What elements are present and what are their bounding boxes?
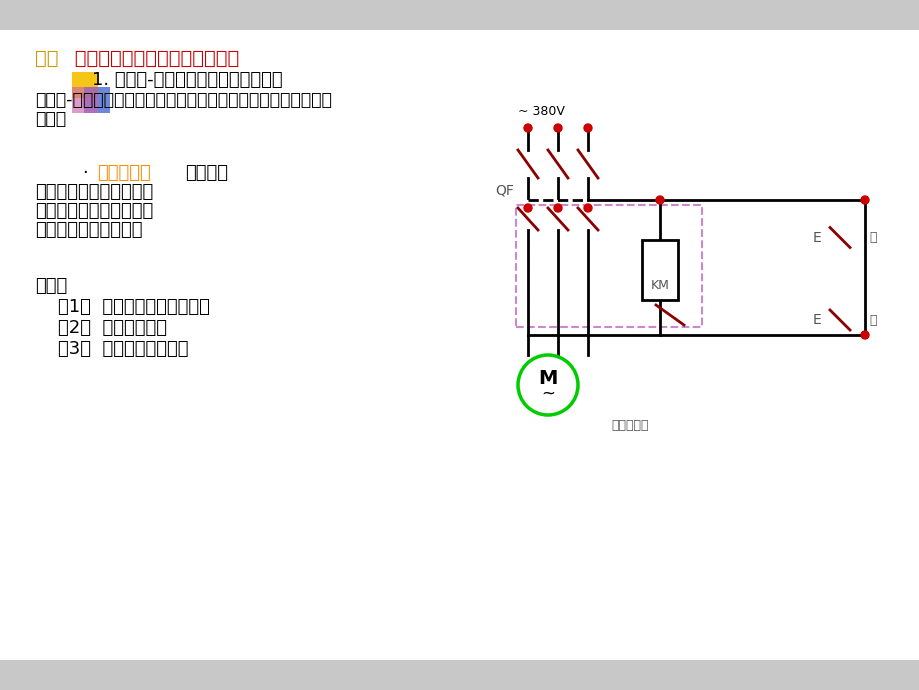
Text: 特点：: 特点：: [35, 277, 67, 295]
Text: 方法。: 方法。: [35, 110, 66, 128]
Text: 1. 继电器-接触器控制电路的表示方法: 1. 继电器-接触器控制电路的表示方法: [92, 71, 282, 89]
Text: ~: ~: [540, 385, 554, 403]
Text: 继电器-接触器控制电路一般有安装接线图和工作原理图两种表示: 继电器-接触器控制电路一般有安装接线图和工作原理图两种表示: [35, 91, 332, 109]
Circle shape: [860, 196, 868, 204]
Text: ·: ·: [82, 164, 87, 182]
Text: 开: 开: [868, 231, 876, 244]
Text: E: E: [812, 313, 821, 327]
Text: （3）  电器施工的依据。: （3） 电器施工的依据。: [58, 340, 188, 358]
Bar: [72, 87, 98, 113]
Text: 电器控制线路的构成和基本保护: 电器控制线路的构成和基本保护: [68, 49, 239, 68]
Bar: [641, 240, 677, 300]
Text: （2）  绘制难度大；: （2） 绘制难度大；: [58, 319, 167, 337]
Text: M: M: [538, 368, 557, 388]
Text: E: E: [812, 230, 821, 244]
Text: ~ 380V: ~ 380V: [517, 105, 564, 118]
Circle shape: [860, 331, 868, 339]
Text: 一、: 一、: [35, 49, 59, 68]
Text: QF: QF: [494, 183, 514, 197]
Text: ：这种表: ：这种表: [185, 164, 228, 182]
Circle shape: [584, 204, 591, 212]
Text: 安装接线图: 安装接线图: [96, 164, 151, 182]
Circle shape: [655, 196, 664, 204]
Circle shape: [524, 124, 531, 132]
Circle shape: [553, 124, 562, 132]
Text: （1）  初看电路者比较合适；: （1） 初看电路者比较合适；: [58, 298, 210, 316]
Bar: [72, 72, 98, 98]
Text: KM: KM: [650, 279, 669, 292]
Circle shape: [584, 124, 591, 132]
Text: 示方法能形象地表示出控: 示方法能形象地表示出控: [35, 183, 153, 201]
Text: 制电路中各电器的安装情: 制电路中各电器的安装情: [35, 202, 153, 220]
Circle shape: [553, 204, 562, 212]
Circle shape: [524, 204, 531, 212]
Bar: [0, 0, 919, 30]
Text: 况及相互之间的连线。: 况及相互之间的连线。: [35, 221, 142, 239]
Bar: [0, 660, 919, 690]
Text: 关: 关: [868, 313, 876, 326]
Bar: [84, 87, 110, 113]
Text: 安装接线图: 安装接线图: [610, 419, 648, 432]
Circle shape: [517, 355, 577, 415]
Bar: [516, 205, 701, 327]
